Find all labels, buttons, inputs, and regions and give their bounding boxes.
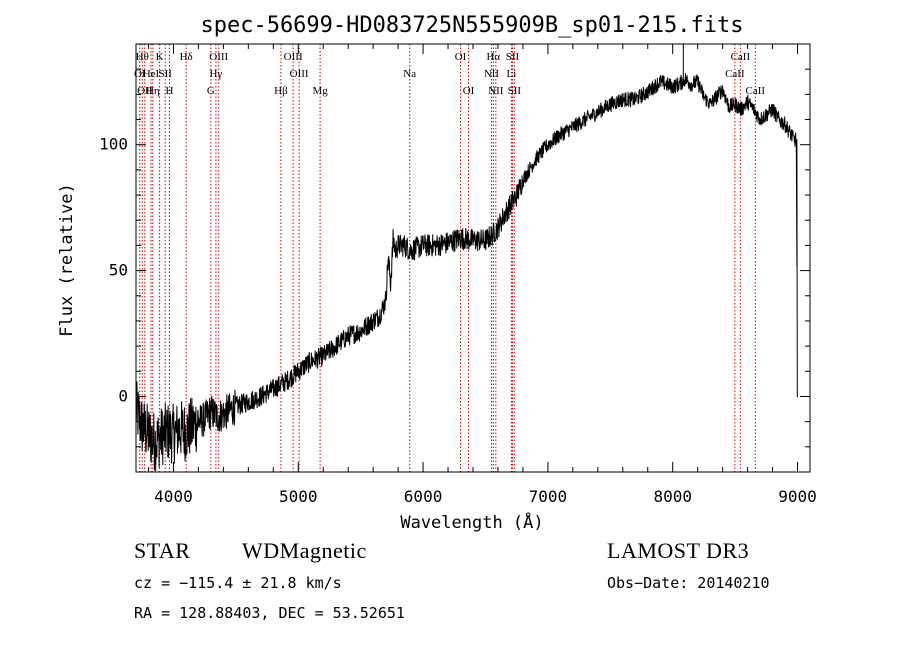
x-tick-label: 5000: [279, 487, 318, 506]
x-tick-label: 4000: [154, 487, 193, 506]
object-subclass: WDMagnetic: [242, 538, 367, 563]
line-marker-label: Hγ: [209, 68, 222, 80]
line-marker-label: SII: [508, 85, 522, 97]
line-marker-label: Hβ: [274, 85, 288, 97]
x-axis-label: Wavelength (Å): [400, 511, 543, 533]
line-marker-label: CaII: [731, 51, 751, 63]
spectrum-line: [135, 73, 799, 472]
line-marker-label: OI: [455, 51, 467, 63]
line-marker-label: OII: [137, 85, 153, 97]
observation-date: Obs−Date: 20140210: [607, 574, 770, 592]
y-tick-label: 100: [99, 135, 128, 154]
sky-coordinates: RA = 128.88403, DEC = 53.52651: [134, 604, 405, 622]
line-marker-label: NII: [484, 68, 500, 80]
object-class: STAR: [134, 538, 191, 563]
line-marker-label: Na: [403, 68, 416, 80]
line-marker-label: HeI: [143, 68, 160, 80]
line-marker-label: Hη: [146, 85, 160, 97]
redshift-velocity: cz = −115.4 ± 21.8 km/s: [134, 574, 342, 592]
line-marker-label: H: [165, 85, 173, 97]
y-axis-label: Flux (relative): [57, 183, 77, 337]
x-tick-label: 9000: [778, 487, 817, 506]
y-tick-label: 0: [118, 386, 128, 405]
line-marker-label: Li: [507, 68, 517, 80]
line-marker-label: OI: [463, 85, 475, 97]
line-marker-label: Hα: [486, 51, 500, 63]
line-marker-label: SII: [158, 68, 172, 80]
line-marker-label: OI: [134, 68, 146, 80]
line-marker-label: CaII: [746, 85, 766, 97]
line-marker-label: Hδ: [180, 51, 193, 63]
line-marker-label: Mg: [312, 85, 328, 97]
line-marker-label: OIII: [209, 51, 228, 63]
line-marker-label: OIII: [284, 51, 303, 63]
x-tick-label: 8000: [653, 487, 692, 506]
line-marker-label: K: [156, 51, 164, 63]
survey-name: LAMOST DR3: [607, 538, 750, 563]
line-marker-label: SII: [506, 51, 520, 63]
line-marker-label: Hθ: [136, 51, 149, 63]
line-marker-label: NII: [488, 85, 504, 97]
line-marker-label: OIII: [290, 68, 309, 80]
x-tick-label: 6000: [404, 487, 443, 506]
chart-title: spec-56699-HD083725N555909B_sp01-215.fit…: [200, 13, 743, 38]
x-tick-label: 7000: [529, 487, 568, 506]
line-marker-label: CaII: [725, 68, 745, 80]
line-marker-label: G: [207, 85, 215, 97]
y-tick-label: 50: [109, 261, 128, 280]
